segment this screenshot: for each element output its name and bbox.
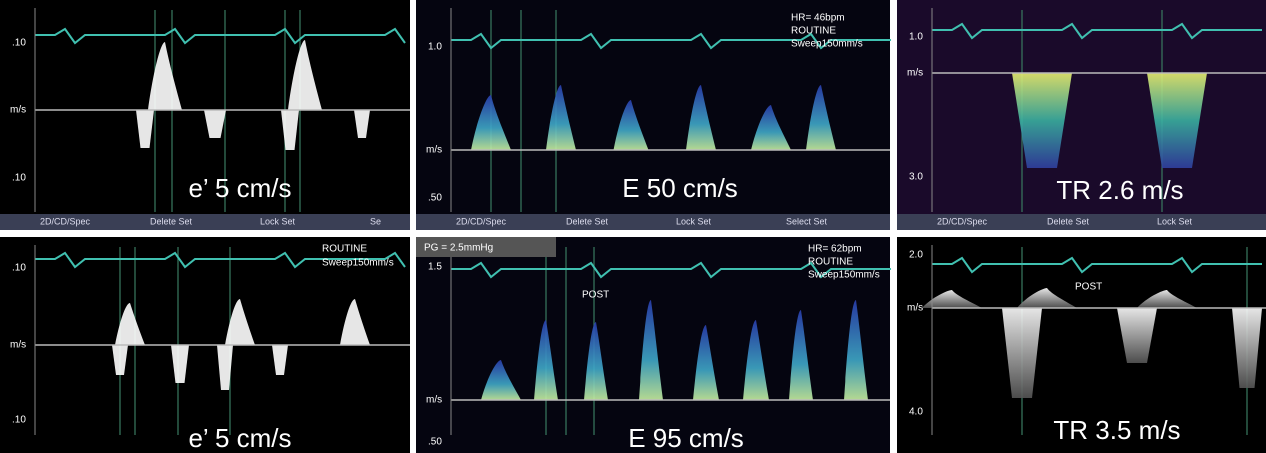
note-label: HR= 62bpm [808, 244, 862, 255]
doppler-envelope [136, 110, 154, 148]
doppler-envelope [639, 300, 663, 400]
doppler-envelope [148, 42, 182, 110]
menu-item: Delete Set [566, 216, 609, 226]
doppler-envelope [481, 360, 521, 400]
doppler-envelope [112, 345, 128, 375]
doppler-envelope [693, 325, 719, 400]
scale-bottom-label: 4.0 [909, 407, 923, 418]
menu-bar [0, 214, 410, 230]
note-label: POST [1075, 282, 1102, 293]
doppler-envelope [686, 85, 716, 150]
doppler-envelope [806, 85, 836, 150]
scale-top-label: 1.0 [909, 32, 923, 43]
caption: e’ 5 cm/s [188, 423, 291, 453]
note-label: ROUTINE [791, 26, 836, 37]
unit-label: m/s [10, 340, 26, 351]
echo-panel: 1.0 m/s .50 E 50 cm/s HR= 46bpm ROUTINE Sweep1… [416, 0, 891, 230]
doppler-envelope [272, 345, 288, 375]
menu-bar [897, 214, 1266, 230]
doppler-envelope [922, 290, 982, 308]
doppler-envelope [584, 322, 608, 400]
echo-panel: 1.0 m/s 3.0 TR 2.6 m/s 2D/CD/Spec Delete Set L… [897, 0, 1266, 230]
unit-label: m/s [907, 68, 923, 79]
doppler-envelope [225, 299, 255, 345]
doppler-envelope [354, 110, 370, 138]
scale-top-label: .10 [12, 38, 26, 49]
doppler-envelope [288, 40, 322, 110]
menu-item: Select Set [786, 216, 828, 226]
doppler-envelope [844, 300, 868, 400]
note-label: HR= 46bpm [791, 13, 845, 24]
menu-item: Lock Set [1157, 216, 1193, 226]
doppler-envelope [204, 110, 226, 138]
menu-item: Delete Set [150, 216, 193, 226]
ecg-trace [932, 256, 1262, 274]
caption: TR 3.5 m/s [1053, 415, 1180, 445]
scale-bottom-label: 3.0 [909, 172, 923, 183]
menu-item: Lock Set [676, 216, 712, 226]
scale-top-label: 1.0 [428, 42, 442, 53]
unit-label: m/s [426, 395, 442, 406]
scale-top-label: .10 [12, 263, 26, 274]
doppler-envelope [1012, 73, 1072, 168]
doppler-envelope [1147, 73, 1207, 168]
ecg-trace [932, 22, 1262, 40]
caption: E 95 cm/s [628, 423, 744, 453]
doppler-envelope [546, 85, 576, 150]
doppler-envelope [217, 345, 233, 390]
menu-item: 2D/CD/Spec [40, 216, 91, 226]
doppler-envelope [751, 105, 791, 150]
menu-item: Se [370, 216, 381, 226]
doppler-envelope [115, 303, 145, 345]
scale-bottom-label: .10 [12, 173, 26, 184]
doppler-envelope [471, 95, 511, 150]
doppler-envelope [281, 110, 299, 150]
note-label: Sweep150mm/s [322, 258, 394, 269]
caption: E 50 cm/s [622, 173, 738, 203]
doppler-envelope [1002, 308, 1042, 398]
menu-item: 2D/CD/Spec [937, 216, 988, 226]
echo-panel: .10 m/s .10 e’ 5 cm/s 2D/CD/Spec Delete Set Lo… [0, 0, 410, 230]
unit-label: m/s [907, 303, 923, 314]
caption: e’ 5 cm/s [188, 173, 291, 203]
ecg-trace [451, 32, 891, 50]
ecg-trace [35, 251, 406, 269]
note-label: ROUTINE [322, 244, 367, 255]
unit-label: m/s [10, 105, 26, 116]
scale-top-label: 2.0 [909, 250, 923, 261]
note-label: Sweep150mm/s [791, 39, 863, 50]
echo-panel: .10 m/s .10 e’ 5 cm/s ROUTINE Sweep150mm/s [0, 237, 410, 453]
doppler-envelope [613, 100, 649, 150]
echo-panel: 1.5 m/s .50 E 95 cm/s PG = 2.5mmHg POST HR= 62… [416, 237, 891, 453]
note-label: POST [582, 290, 609, 301]
note-label: Sweep150mm/s [808, 270, 880, 281]
doppler-envelope [340, 299, 370, 345]
scale-bottom-label: .10 [12, 415, 26, 426]
doppler-envelope [1137, 290, 1197, 308]
note-label: ROUTINE [808, 257, 853, 268]
doppler-envelope [789, 310, 813, 400]
ecg-trace [35, 27, 406, 45]
menu-bar [416, 214, 890, 230]
scale-top-label: 1.5 [428, 262, 442, 273]
scale-bottom-label: .50 [428, 437, 442, 448]
note-label: PG = 2.5mmHg [424, 243, 493, 254]
doppler-envelope [171, 345, 189, 383]
unit-label: m/s [426, 145, 442, 156]
menu-item: Delete Set [1047, 216, 1090, 226]
doppler-envelope [1232, 308, 1262, 388]
doppler-envelope [743, 320, 769, 400]
caption: TR 2.6 m/s [1056, 175, 1183, 205]
tag-box [416, 237, 556, 257]
ecg-trace [451, 261, 891, 279]
menu-item: 2D/CD/Spec [456, 216, 507, 226]
echo-panel: 2.0 m/s 4.0 TR 3.5 m/s POST [897, 237, 1266, 453]
doppler-envelope [534, 320, 558, 400]
doppler-envelope [1017, 288, 1077, 308]
scale-bottom-label: .50 [428, 193, 442, 204]
menu-item: Lock Set [260, 216, 296, 226]
doppler-envelope [1117, 308, 1157, 363]
